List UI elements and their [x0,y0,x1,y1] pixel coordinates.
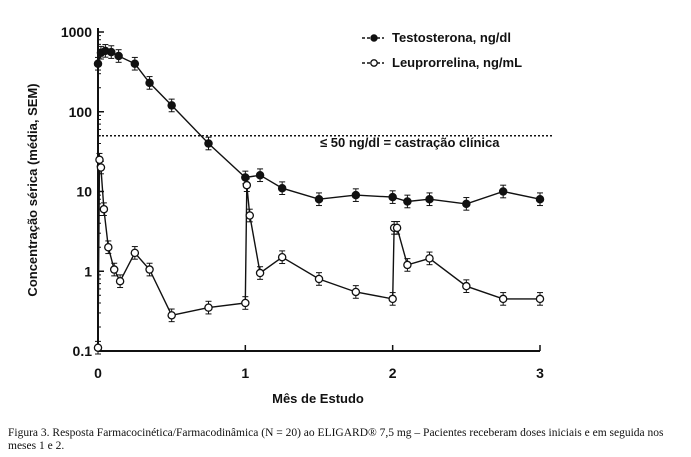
data-point-testosterona [535,194,545,204]
data-point-testosterona [388,192,397,202]
data-point-testosterona [93,59,103,68]
data-markers [93,46,545,352]
y-axis-label: Concentração sérica (média, SEM) [25,83,40,296]
y-tick-label: 1 [84,263,92,279]
x-tick-label: 2 [389,365,397,381]
figure-caption: Figura 3. Resposta Farmacocinética/Farma… [8,427,664,452]
data-point-leuprorrelina [167,311,176,320]
x-axis-label: Mês de Estudo [272,391,364,406]
data-point-leuprorrelina [535,294,545,304]
data-point-leuprorrelina [392,223,402,233]
legend-entry-testosterona: Testosterona, ng/dl [362,30,511,45]
data-point-leuprorrelina [99,204,109,214]
data-point-testosterona [351,190,361,200]
y-tick-label: 1000 [61,24,92,40]
data-point-leuprorrelina [498,294,508,304]
data-point-testosterona [130,59,140,68]
data-point-leuprorrelina [115,276,125,286]
threshold-annotation: ≤ 50 ng/dl = castração clínica [320,135,500,150]
data-point-leuprorrelina [95,155,104,165]
legend-marker-filled-icon [370,34,378,42]
legend-entry-leuprorrelina: Leuprorrelina, ng/mL [362,55,522,70]
x-tick-label: 1 [241,365,249,381]
data-point-testosterona [277,183,287,193]
data-point-leuprorrelina [277,252,287,262]
data-point-testosterona [425,194,434,204]
legend-label-testosterona: Testosterona, ng/dl [392,30,511,45]
legend-label-leuprorrelina: Leuprorrelina, ng/mL [392,55,522,70]
data-point-leuprorrelina [242,180,252,190]
data-point-leuprorrelina [109,265,119,274]
data-point-leuprorrelina [96,163,106,172]
data-point-testosterona [241,173,250,182]
legend-marker-open-icon [370,59,378,67]
data-point-leuprorrelina [314,274,324,284]
series-line-1 [97,159,540,348]
y-tick-label: 100 [69,104,93,120]
x-tick-label: 3 [536,365,544,381]
data-point-leuprorrelina [204,303,213,312]
data-point-testosterona [145,78,154,88]
data-point-testosterona [204,139,213,148]
data-point-leuprorrelina [245,211,255,220]
data-point-leuprorrelina [462,281,471,291]
data-point-testosterona [403,197,412,206]
data-point-leuprorrelina [104,242,113,252]
legend: Testosterona, ng/dl Leuprorrelina, ng/mL [362,30,522,70]
data-point-leuprorrelina [145,265,154,274]
chart: 0.1 1 10 100 1000 0 1 2 3 Mês de Estudo Concentr… [25,24,552,406]
series-line-0 [97,50,541,205]
data-point-leuprorrelina [241,298,250,308]
data-point-testosterona [498,187,508,196]
data-point-leuprorrelina [130,248,140,258]
tick-labels: 0.1 1 10 100 1000 0 1 2 3 [61,24,544,381]
data-point-leuprorrelina [255,268,265,278]
data-point-leuprorrelina [403,260,412,270]
y-tick-label: 0.1 [73,343,93,359]
data-point-testosterona [255,170,265,180]
data-point-testosterona [114,51,123,61]
data-point-testosterona [167,101,176,110]
data-point-leuprorrelina [351,287,361,297]
x-tick-label: 0 [94,365,102,381]
data-point-testosterona [462,199,471,209]
data-point-leuprorrelina [388,294,397,304]
data-point-leuprorrelina [93,343,103,352]
data-point-testosterona [107,47,116,57]
chart-axes [97,28,541,352]
data-point-testosterona [314,194,324,204]
data-point-leuprorrelina [425,254,434,263]
y-tick-label: 10 [76,184,92,200]
